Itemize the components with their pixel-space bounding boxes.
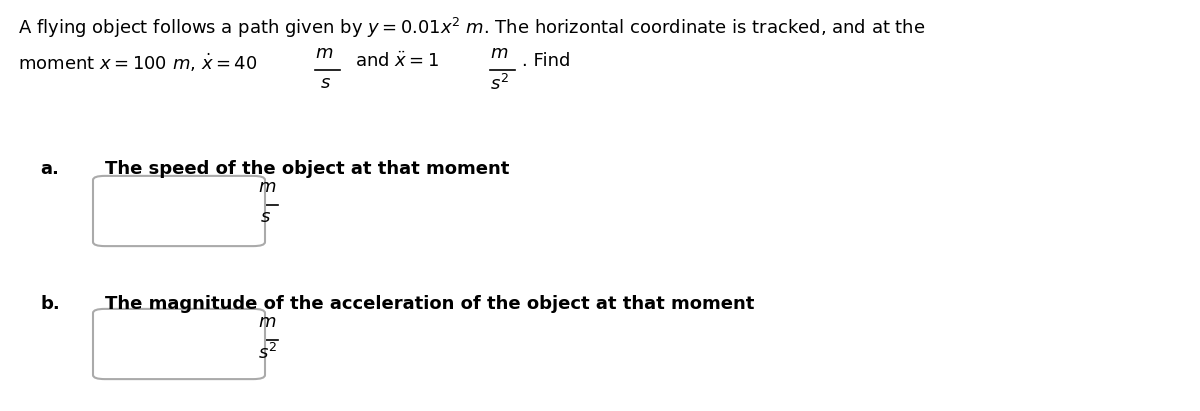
Text: . Find: . Find: [522, 52, 570, 70]
Text: $m$: $m$: [258, 178, 276, 196]
Text: $m$: $m$: [490, 44, 509, 62]
Text: and $\ddot{x} = 1$: and $\ddot{x} = 1$: [355, 52, 439, 72]
Text: The speed of the object at that moment: The speed of the object at that moment: [106, 160, 509, 178]
Text: b.: b.: [40, 295, 60, 313]
Text: $m$: $m$: [314, 44, 334, 62]
Text: $s$: $s$: [320, 74, 331, 92]
Text: The magnitude of the acceleration of the object at that moment: The magnitude of the acceleration of the…: [106, 295, 755, 313]
Text: a.: a.: [40, 160, 59, 178]
Text: $m$: $m$: [258, 313, 276, 331]
Text: $s$: $s$: [260, 208, 271, 226]
Text: $s^2$: $s^2$: [490, 74, 509, 94]
Text: $s^2$: $s^2$: [258, 343, 277, 363]
Text: A flying object follows a path given by $y = 0.01x^2$ $m$. The horizontal coordi: A flying object follows a path given by …: [18, 16, 925, 40]
Text: moment $x = 100$ $m$, $\dot{x} = 40$: moment $x = 100$ $m$, $\dot{x} = 40$: [18, 52, 258, 74]
